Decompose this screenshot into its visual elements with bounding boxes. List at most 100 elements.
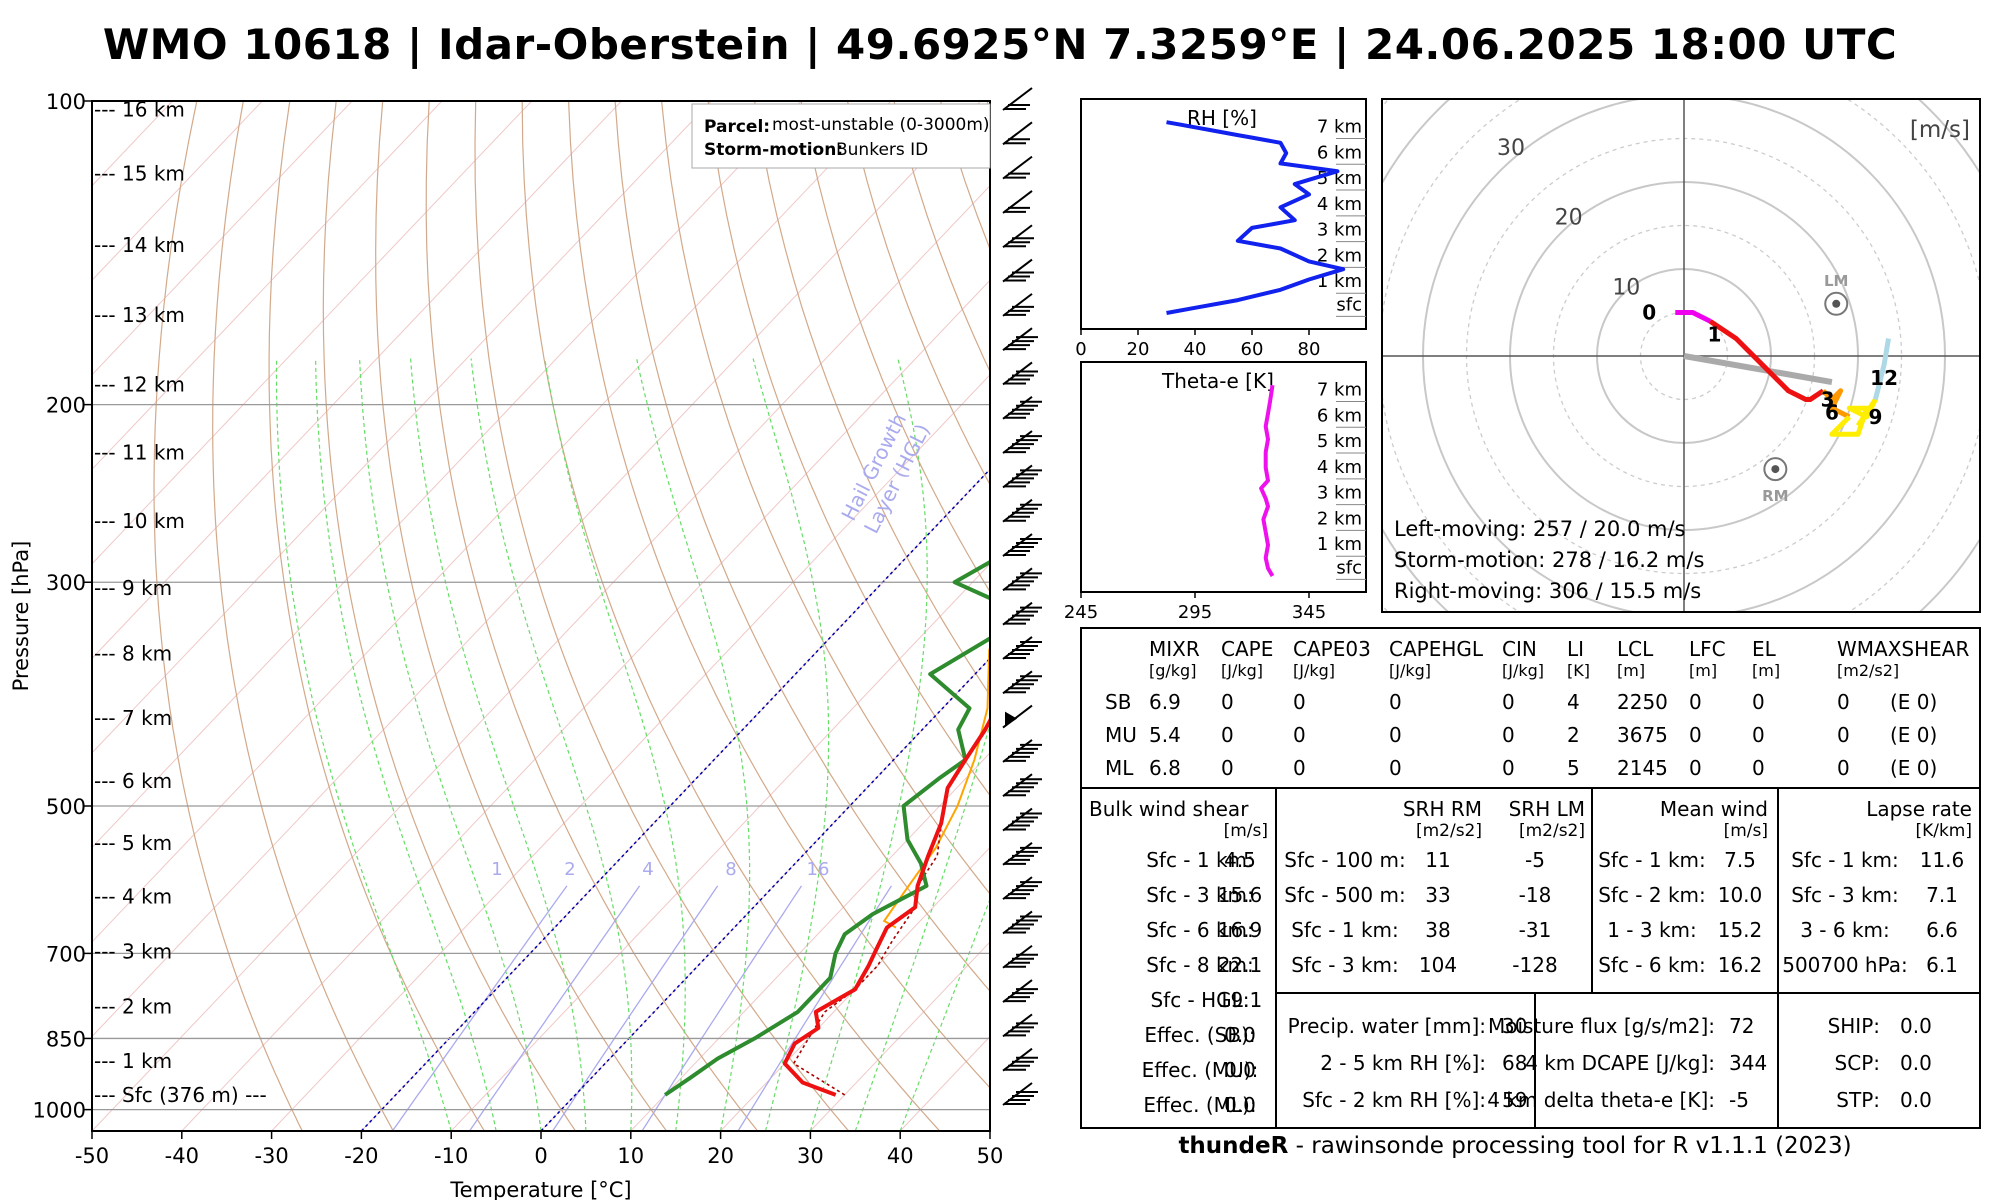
composite-value: 0.0 <box>1900 1088 1932 1112</box>
srh-label: Sfc - 500 m: <box>1284 883 1405 907</box>
dry-adiabat-line <box>322 101 576 1131</box>
bulk-shear-label: Sfc - 1 km: <box>1146 848 1254 872</box>
table-cell: SB <box>1105 690 1131 714</box>
table-cell: 0 <box>1389 690 1402 714</box>
isotherm-line <box>720 846 990 1131</box>
isotherm-line <box>271 374 990 1131</box>
y-axis-label: Pressure [hPa] <box>9 541 33 692</box>
rh-panel-height-label: 2 km <box>1317 245 1362 266</box>
table-cell: 6.8 <box>1149 756 1181 780</box>
lapse-rate-label: 3 - 6 km: <box>1800 918 1890 942</box>
hodograph-ring-label: 40 <box>1439 66 1467 91</box>
x-tick-label: 50 <box>977 1144 1004 1168</box>
height-label: --- 4 km <box>94 885 172 909</box>
hodograph-plot: 10 20 30 40 0 1 36 9 12 LM RM [m/s] Left-moving: 257… <box>1382 66 1980 612</box>
dry-adiabat-line <box>474 101 850 1131</box>
mixing-ratio-label: 8 <box>725 859 736 880</box>
hodograph-trace <box>1675 310 1712 324</box>
srh-lm-value: -128 <box>1512 953 1557 977</box>
isotherm-line <box>92 101 263 281</box>
table-unit: [m2/s2] <box>1837 661 1899 680</box>
lapse-rate-unit: [K/km] <box>1915 821 1972 841</box>
table-header-cape03: CAPE03 <box>1293 637 1371 661</box>
hgl-boundary-line <box>360 468 990 1131</box>
bulk-shear-value: 19.1 <box>1218 988 1263 1012</box>
table-unit: [m] <box>1617 661 1645 680</box>
moist-adiabat-line <box>275 358 452 1131</box>
table-header-mixr: MIXR <box>1149 637 1200 661</box>
theta-e-panel-x-tick-label: 345 <box>1292 602 1326 623</box>
composite-value: 0.0 <box>1900 1051 1932 1075</box>
x-axis-label: Temperature [°C] <box>449 1178 631 1200</box>
mixing-ratio-label: 2 <box>564 859 575 880</box>
height-label: --- 16 km <box>94 98 185 122</box>
lapse-rate-value: 11.6 <box>1920 848 1965 872</box>
table-frame <box>1080 627 1981 1129</box>
footer-credit: thundeR - rawinsonde processing tool for… <box>1080 1133 1950 1159</box>
mean-wind-label: Sfc - 2 km: <box>1598 883 1706 907</box>
srh-label: Sfc - 3 km: <box>1291 953 1399 977</box>
moist-adiabat-line <box>752 358 830 1131</box>
rh-panel-height-label: 4 km <box>1317 194 1362 215</box>
rh-panel-height-label: 3 km <box>1317 220 1362 241</box>
parcel-line <box>882 646 990 929</box>
isotherm-line <box>92 101 982 1038</box>
isotherm-line <box>92 101 712 754</box>
wind-barb-staff <box>1002 979 1033 1003</box>
wind-barb-staff <box>1002 121 1033 146</box>
x-tick-label: -50 <box>75 1144 109 1168</box>
srh-lm-value: -31 <box>1519 918 1552 942</box>
table-cell: 0 <box>1752 723 1765 747</box>
wind-barb-staff <box>1002 876 1033 900</box>
x-tick-label: 20 <box>707 1144 734 1168</box>
srh-lm-value: -5 <box>1525 848 1545 872</box>
flux-value: 344 <box>1729 1051 1767 1075</box>
table-cell: 3675 <box>1617 723 1668 747</box>
table-header-wmaxshear: WMAXSHEAR <box>1837 637 1969 661</box>
composite-value: 0.0 <box>1900 1014 1932 1038</box>
wind-barb-staff <box>1002 670 1033 695</box>
x-tick-label: -10 <box>434 1144 468 1168</box>
table-unit: [m] <box>1689 661 1717 680</box>
mixing-ratio-label: 4 <box>642 859 653 880</box>
rh-panel-x-tick-label: 60 <box>1241 339 1264 360</box>
table-cell: 0 <box>1221 723 1234 747</box>
table-cell: 0 <box>1689 690 1702 714</box>
wind-barb-staff <box>1002 807 1033 832</box>
table-unit: [J/kg] <box>1389 661 1431 680</box>
wind-barb-staff <box>1002 293 1033 317</box>
mixing-ratio-label: 1 <box>491 859 502 880</box>
wind-barb-staff <box>1002 1082 1033 1106</box>
bulk-shear-value: 22.1 <box>1218 953 1263 977</box>
height-label: --- 2 km <box>94 994 172 1018</box>
wind-barb-pennant <box>1005 711 1017 727</box>
legend-box <box>691 103 991 169</box>
theta-e-panel-x-tick-label: 295 <box>1178 602 1212 623</box>
moisture-label: Sfc - 2 km RH [%]: <box>1302 1088 1486 1112</box>
x-tick-label: 30 <box>797 1144 824 1168</box>
flux-value: -5 <box>1729 1088 1749 1112</box>
lapse-rate-label: Sfc - 3 km: <box>1791 883 1899 907</box>
wind-barb-staff <box>1002 87 1033 111</box>
height-label: --- 7 km <box>94 706 172 730</box>
dry-adiabat-line <box>800 101 990 593</box>
moist-adiabat-line <box>410 358 587 1131</box>
isotherm-line <box>810 941 990 1131</box>
theta-e-panel-height-label: 4 km <box>1317 457 1362 478</box>
hodograph-storm-text: Left-moving: 257 / 20.0 m/s <box>1394 517 1685 541</box>
wind-barb-staff <box>1002 533 1033 557</box>
table-cell: 0 <box>1293 723 1306 747</box>
bulk-shear-label: Effec. (SB): <box>1144 1023 1255 1047</box>
lapse-rate-value: 7.1 <box>1926 883 1958 907</box>
srh-rm-value: 104 <box>1419 953 1457 977</box>
moist-adiabat-line <box>854 722 990 1131</box>
storm-marker-ring <box>1824 291 1849 316</box>
legend-parcel-label: Parcel: <box>704 117 770 137</box>
mean-wind-unit: [m/s] <box>1724 821 1768 841</box>
hodograph-ring-label: 10 <box>1612 275 1640 300</box>
lapse-rate-value: 6.1 <box>1926 953 1958 977</box>
rh-panel-x-tick-label: 80 <box>1298 339 1321 360</box>
y-axis-label-group: Pressure [hPa] <box>9 541 33 692</box>
